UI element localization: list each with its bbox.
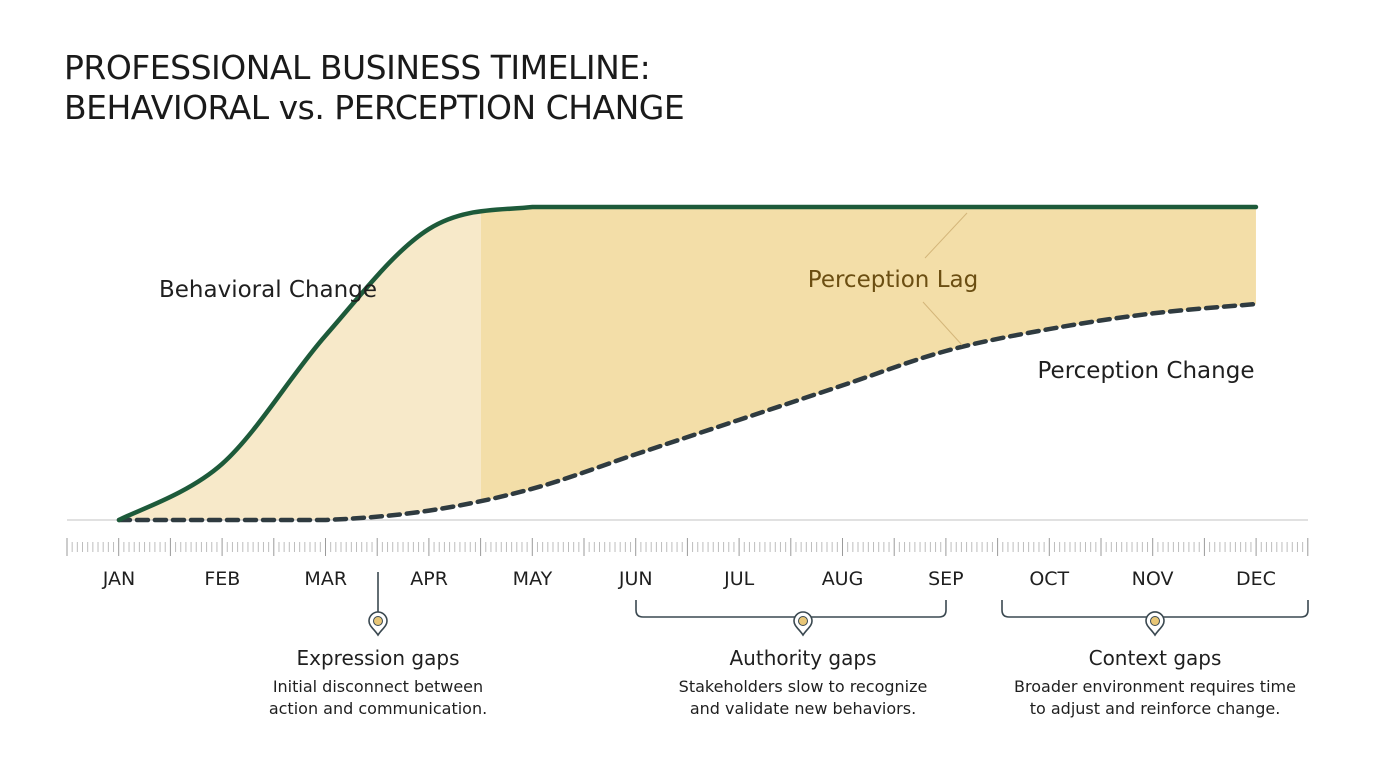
month-label-jun: JUN (618, 568, 653, 590)
month-label-apr: APR (410, 568, 448, 590)
annotation-desc-line: action and communication. (269, 699, 487, 718)
behavioral-change-label: Behavioral Change (159, 277, 377, 303)
annotation-desc-line: Stakeholders slow to recognize (679, 677, 928, 696)
title-line-1: PROFESSIONAL BUSINESS TIMELINE: (64, 48, 651, 87)
month-label-mar: MAR (304, 568, 347, 590)
month-label-jan: JAN (102, 568, 135, 590)
annotation-title: Expression gaps (297, 646, 460, 670)
pin-dot (373, 616, 383, 626)
pin-icon (368, 611, 388, 637)
annotation-desc-line: and validate new behaviors. (690, 699, 916, 718)
month-label-feb: FEB (204, 568, 240, 590)
perception-change-line (116, 301, 1259, 523)
month-label-sep: SEP (928, 568, 964, 590)
pin-icon (793, 611, 813, 637)
title-line-2: BEHAVIORAL vs. PERCEPTION CHANGE (64, 88, 685, 127)
lag-area-early (119, 211, 481, 520)
behavioral-change-line (116, 204, 1259, 523)
pin-icon (1145, 611, 1165, 637)
annotation-title: Authority gaps (730, 646, 877, 670)
annotation-bracket (635, 600, 947, 618)
month-label-may: MAY (513, 568, 553, 590)
lag-leader-bottom (922, 301, 963, 346)
perception-lag-label: Perception Lag (808, 267, 978, 293)
pin-dot (1150, 616, 1160, 626)
annotation-desc-line: to adjust and reinforce change. (1030, 699, 1281, 718)
pin-dot (798, 616, 808, 626)
lag-leader-top (924, 212, 968, 259)
lag-area (481, 206, 1256, 502)
annotation-desc-line: Broader environment requires time (1014, 677, 1296, 696)
perception-change-label: Perception Change (1038, 358, 1255, 384)
month-label-jul: JUL (723, 568, 755, 590)
month-label-oct: OCT (1029, 568, 1069, 590)
month-label-aug: AUG (822, 568, 864, 590)
annotation-title: Context gaps (1089, 646, 1222, 670)
month-label-dec: DEC (1236, 568, 1276, 590)
chart-title: PROFESSIONAL BUSINESS TIMELINE: BEHAVIOR… (64, 48, 685, 128)
annotation-desc-line: Initial disconnect between (273, 677, 483, 696)
month-label-nov: NOV (1132, 568, 1174, 590)
